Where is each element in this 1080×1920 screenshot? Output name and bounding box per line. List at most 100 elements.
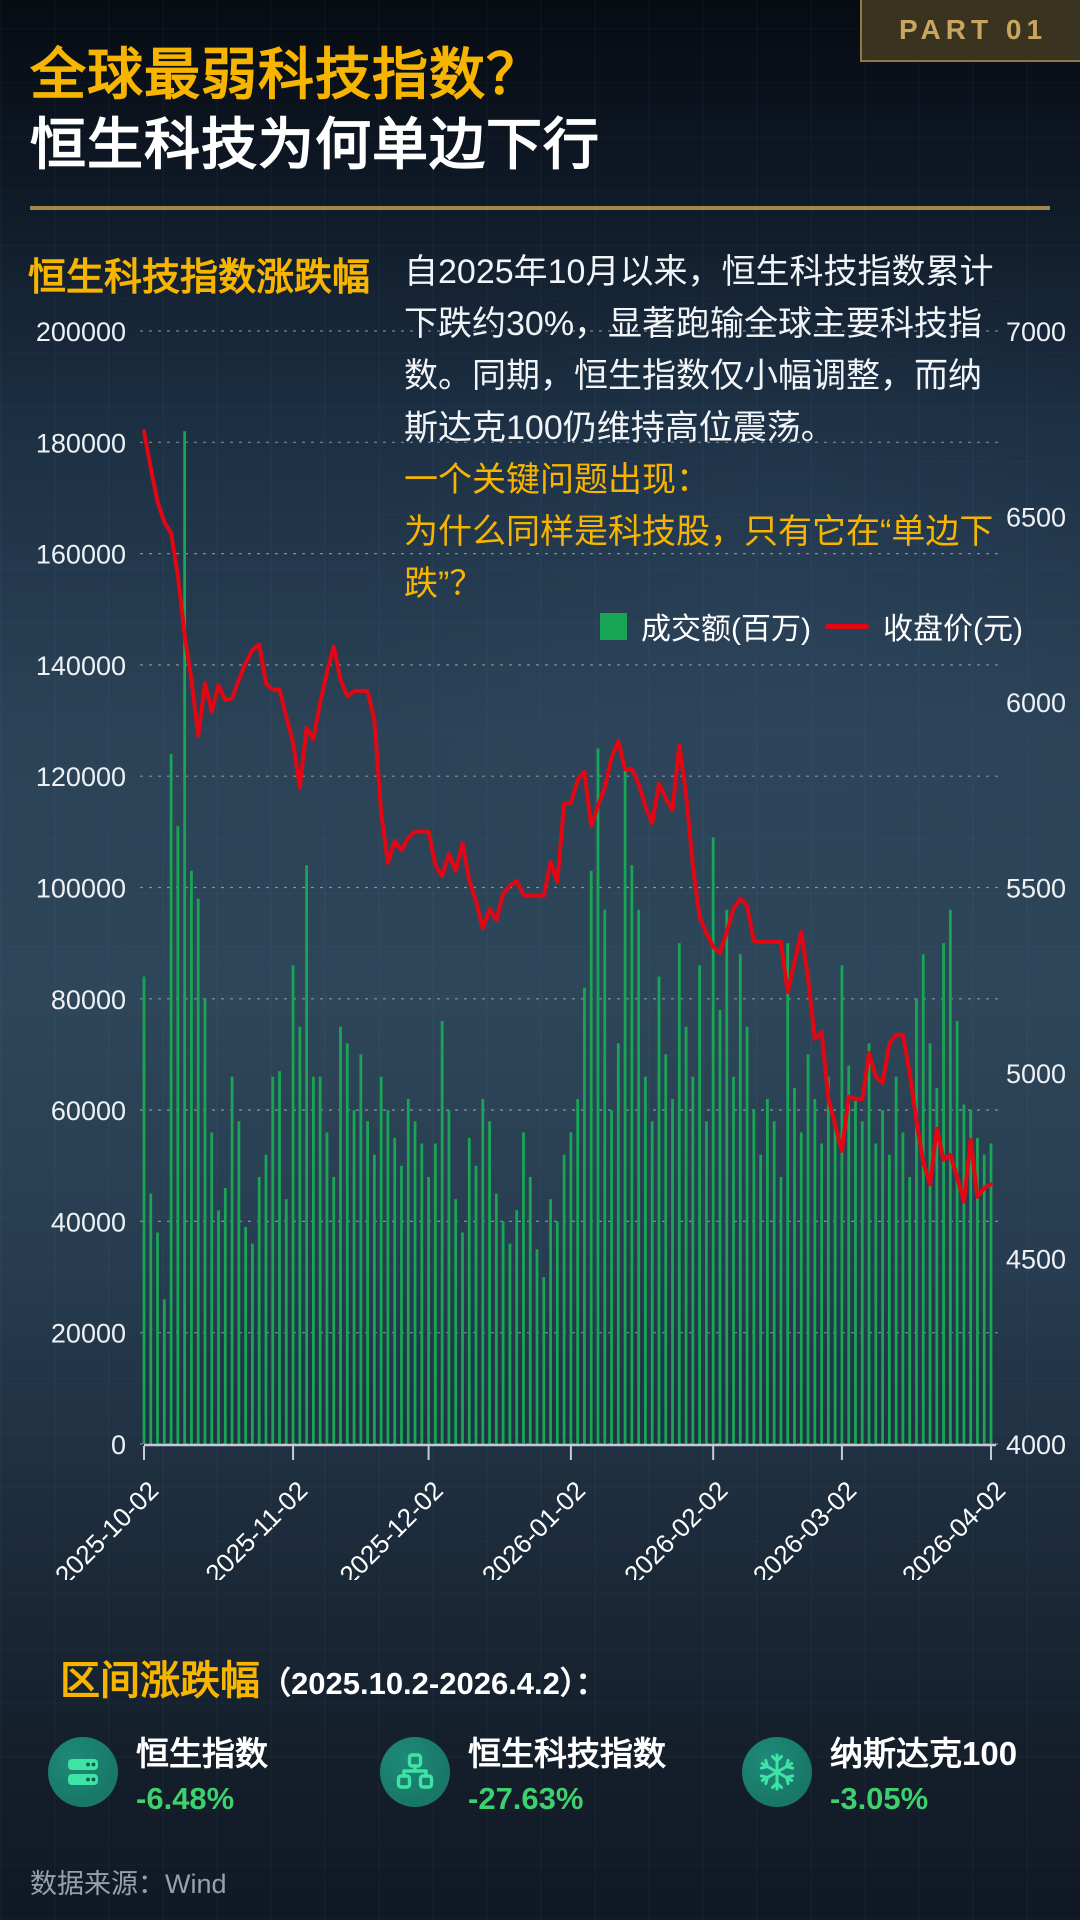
chart-heading: 恒生科技指数涨跌幅	[28, 257, 371, 299]
close-legend-label: 收盘价(元)	[882, 613, 1023, 646]
volume-bar	[962, 1104, 966, 1444]
volume-bar	[156, 1232, 159, 1444]
volume-bar	[576, 1098, 580, 1444]
key-question-line2: 跌”？	[404, 565, 484, 603]
volume-bar	[386, 1110, 390, 1444]
right-axis-label: 6500	[1006, 503, 1066, 533]
page-title-line2: 恒生科技为何单边下行	[30, 113, 600, 176]
volume-bar	[400, 1165, 403, 1444]
volume-bar	[948, 909, 952, 1444]
volume-bar	[657, 976, 661, 1444]
volume-bar	[562, 1154, 566, 1444]
summary-period: （2025.10.2-2026.4.2）：	[260, 1666, 607, 1701]
volume-bar	[833, 1121, 837, 1444]
volume-bar	[637, 909, 641, 1444]
volume-bar	[935, 1087, 939, 1444]
volume-bar	[190, 870, 193, 1444]
x-tick-label: 2026-01-02	[476, 1475, 591, 1580]
title-divider	[30, 206, 1050, 210]
volume-bar	[772, 1121, 776, 1444]
close-price-line	[142, 429, 993, 1204]
volume-bar	[339, 1026, 342, 1444]
volume-bar	[799, 1132, 803, 1444]
volume-legend-swatch	[600, 612, 627, 640]
volume-bar	[826, 1076, 830, 1444]
volume-bar	[759, 1154, 763, 1444]
volume-bar	[332, 1176, 336, 1444]
volume-bar	[271, 1076, 275, 1444]
volume-bar	[284, 1199, 288, 1444]
snowflake-icon	[742, 1737, 812, 1807]
volume-bar	[257, 1176, 261, 1444]
volume-bar	[732, 1076, 735, 1444]
volume-bar	[908, 1176, 912, 1444]
volume-bar	[583, 987, 586, 1444]
volume-bar	[345, 1043, 349, 1444]
volume-bar	[969, 1110, 973, 1444]
volume-bar	[447, 1110, 451, 1444]
volume-bar	[481, 1098, 485, 1444]
page-title: 全球最弱科技指数？ 恒生科技为何单边下行	[30, 40, 600, 180]
volume-bar	[467, 1137, 471, 1444]
volume-bar	[393, 1137, 397, 1444]
volume-bar	[528, 1176, 532, 1444]
volume-bar	[223, 1188, 227, 1444]
volume-bar	[616, 1043, 620, 1444]
volume-bar	[955, 1021, 959, 1444]
index-name: 恒生指数	[136, 1735, 268, 1772]
volume-bar	[251, 1243, 254, 1444]
volume-bar	[291, 965, 295, 1444]
volume-bar	[820, 1143, 823, 1444]
left-axis-label: 20000	[51, 1319, 126, 1349]
right-axis-label: 7000	[1006, 317, 1066, 347]
volume-bar	[942, 943, 945, 1444]
volume-bar	[535, 1249, 539, 1444]
x-tick-label: 2026-02-02	[618, 1475, 733, 1580]
volume-bar	[162, 1299, 166, 1444]
left-axis-label: 160000	[36, 540, 126, 570]
left-axis-label: 60000	[51, 1096, 126, 1126]
volume-bar	[542, 1277, 546, 1444]
network-icon	[380, 1737, 450, 1807]
volume-bar	[603, 909, 607, 1444]
volume-bar	[169, 753, 173, 1444]
data-source: 数据来源：Wind	[30, 1869, 227, 1899]
index-name: 纳斯达克100	[830, 1735, 1018, 1772]
x-tick-label: 2025-12-02	[334, 1475, 449, 1580]
volume-bar	[515, 1210, 519, 1444]
right-axis-label: 5000	[1006, 1059, 1066, 1089]
volume-bar	[881, 1110, 884, 1444]
volume-bar	[183, 431, 187, 1444]
part-badge-label: PART 01	[898, 14, 1048, 45]
volume-bar	[874, 1143, 878, 1444]
volume-bar	[989, 1143, 993, 1444]
volume-bar	[230, 1076, 234, 1444]
index-change: -27.63%	[468, 1781, 584, 1816]
volume-bar	[325, 1132, 329, 1444]
summary-card-nasdaq100: 纳斯达克100 -3.05%	[742, 1727, 1017, 1817]
chart-legend: 成交额(百万) 收盘价(元)	[600, 604, 1023, 648]
volume-bar	[413, 1121, 417, 1444]
volume-bar	[379, 1076, 383, 1444]
server-icon	[48, 1737, 118, 1807]
volume-bar	[359, 1054, 363, 1444]
volume-bar	[725, 909, 729, 1444]
volume-bar	[427, 1176, 430, 1444]
volume-bar	[196, 898, 200, 1444]
summary-heading-row: 区间涨跌幅 （2025.10.2-2026.4.2）：	[60, 1648, 606, 1706]
volume-bar	[508, 1243, 512, 1444]
volume-bar	[454, 1199, 458, 1444]
volume-bar	[806, 1054, 810, 1444]
x-tick-label: 2026-03-02	[747, 1475, 862, 1580]
x-tick-label: 2026-04-02	[896, 1475, 1011, 1580]
volume-bar	[372, 1154, 376, 1444]
summary-heading: 区间涨跌幅	[60, 1659, 260, 1703]
volume-bar	[650, 1121, 654, 1444]
x-tick-label: 2025-11-02	[199, 1475, 313, 1580]
volume-bar	[318, 1076, 322, 1444]
volume-bar	[406, 1098, 410, 1444]
price-volume-chart: 0 20000 40000 60000 80000 100000 120000 140000 1…	[0, 300, 1080, 1590]
volume-bar	[433, 1143, 437, 1444]
left-axis-label: 200000	[36, 317, 126, 347]
volume-bar	[684, 1026, 688, 1444]
